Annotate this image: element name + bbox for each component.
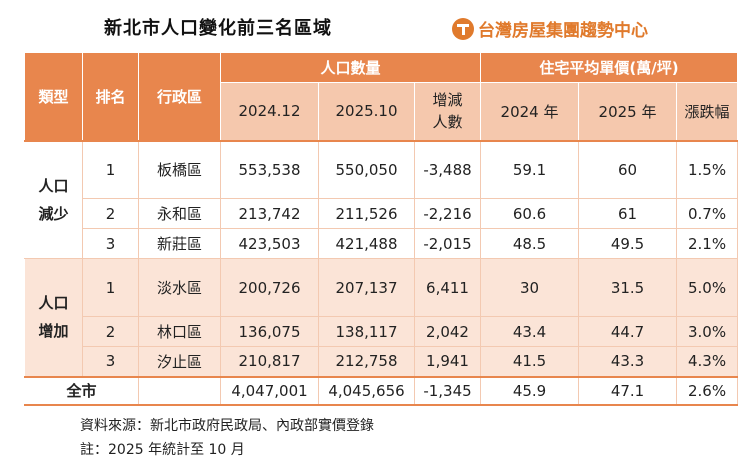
cell-change: 6,411 xyxy=(413,258,482,317)
header-change: 增減人數 xyxy=(413,82,482,141)
cell-price-2025: 47.1 xyxy=(578,375,678,406)
cell-price-2025: 49.5 xyxy=(578,228,678,259)
cell-price-2024: 60.6 xyxy=(480,198,580,229)
cell-price-2024: 48.5 xyxy=(480,228,580,259)
header-price: 住宅平均單價(萬/坪) xyxy=(480,52,739,83)
cell-pop-2025: 550,050 xyxy=(318,139,415,199)
notes: 資料來源：新北市政府民政局、內政部實價登錄 註：2025 年統計至 10 月 xyxy=(80,414,374,462)
cell-pop-2025: 207,137 xyxy=(318,258,415,317)
header-price-2024: 2024 年 xyxy=(480,82,580,141)
cell-pop-2025: 212,758 xyxy=(318,346,415,377)
cell-pop-2024: 4,047,001 xyxy=(220,375,319,406)
cell-price-2025: 31.5 xyxy=(578,258,678,317)
brand-name: 台灣房屋集團趨勢中心 xyxy=(478,21,648,41)
cell-rank: 1 xyxy=(82,258,139,317)
cell-change: -1,345 xyxy=(413,375,482,406)
cell-price-change: 4.3% xyxy=(676,346,739,377)
cell-change: -3,488 xyxy=(413,139,482,199)
cell-price-2025: 61 xyxy=(578,198,678,229)
cell-rank: 2 xyxy=(82,198,139,229)
cell-price-2024: 59.1 xyxy=(480,139,580,199)
cell-pop-2025: 421,488 xyxy=(318,228,415,259)
cell-pop-2024: 423,503 xyxy=(220,228,319,259)
cell-price-change: 2.6% xyxy=(676,375,739,406)
cell-price-2025: 44.7 xyxy=(578,316,678,347)
header-pop-2024: 2024.12 xyxy=(220,82,319,141)
cell-price-change: 5.0% xyxy=(676,258,739,317)
header-price-change: 漲跌幅 xyxy=(676,82,739,141)
cell-total-label: 全市 xyxy=(24,375,139,406)
header-population: 人口數量 xyxy=(219,52,482,83)
cell-district: 板橋區 xyxy=(138,139,221,199)
table-row: 3 新莊區 423,503 421,488 -2,015 48.5 49.5 2… xyxy=(25,228,739,259)
source-note: 資料來源：新北市政府民政局、內政部實價登錄 xyxy=(80,418,374,434)
header-pop-2025: 2025.10 xyxy=(318,82,415,141)
cell-rank: 3 xyxy=(82,228,139,259)
cell-price-2025: 43.3 xyxy=(578,346,678,377)
cell-pop-2024: 553,538 xyxy=(220,139,319,199)
footnote: 註：2025 年統計至 10 月 xyxy=(80,442,245,458)
table-row: 2 永和區 213,742 211,526 -2,216 60.6 61 0.7… xyxy=(25,198,739,229)
cell-price-2024: 43.4 xyxy=(480,316,580,347)
header-rank: 排名 xyxy=(82,52,139,141)
cell-pop-2024: 210,817 xyxy=(220,346,319,377)
cell-change: 1,941 xyxy=(413,346,482,377)
header-district: 行政區 xyxy=(138,52,221,141)
table-row-total: 全市 4,047,001 4,045,656 -1,345 45.9 47.1 … xyxy=(24,375,739,406)
table-row: 2 林口區 136,075 138,117 2,042 43.4 44.7 3.… xyxy=(25,316,739,347)
cell-pop-2024: 136,075 xyxy=(220,316,319,347)
cell-pop-2025: 211,526 xyxy=(318,198,415,229)
cell-price-2024: 30 xyxy=(480,258,580,317)
cell-price-change: 2.1% xyxy=(676,228,739,259)
population-table: 類型 排名 行政區 人口數量 住宅平均單價(萬/坪) 2024.12 2025.… xyxy=(24,52,739,406)
cell-pop-2024: 213,742 xyxy=(220,198,319,229)
cell-district: 永和區 xyxy=(138,198,221,229)
cell-pop-2025: 4,045,656 xyxy=(318,375,415,406)
cell-price-change: 1.5% xyxy=(676,139,739,199)
cell-empty xyxy=(138,375,221,406)
type-increase: 人口增加 xyxy=(24,258,83,377)
cell-price-2024: 45.9 xyxy=(480,375,580,406)
cell-change: 2,042 xyxy=(413,316,482,347)
table-row: 3 汐止區 210,817 212,758 1,941 41.5 43.3 4.… xyxy=(25,346,739,377)
cell-district: 汐止區 xyxy=(138,346,221,377)
cell-change: -2,216 xyxy=(413,198,482,229)
cell-district: 淡水區 xyxy=(138,258,221,317)
header-type: 類型 xyxy=(24,52,83,141)
cell-rank: 1 xyxy=(82,139,139,199)
table-row: 人口增加 1 淡水區 200,726 207,137 6,411 30 31.5… xyxy=(24,258,739,377)
cell-district: 新莊區 xyxy=(138,228,221,259)
cell-district: 林口區 xyxy=(138,316,221,347)
header-price-2025: 2025 年 xyxy=(578,82,678,141)
cell-change: -2,015 xyxy=(413,228,482,259)
cell-rank: 2 xyxy=(82,316,139,347)
cell-price-2025: 60 xyxy=(578,139,678,199)
cell-rank: 3 xyxy=(82,346,139,377)
cell-pop-2025: 138,117 xyxy=(318,316,415,347)
cell-price-change: 3.0% xyxy=(676,316,739,347)
brand: 台灣房屋集團趨勢中心 xyxy=(452,16,648,41)
table-row: 人口減少 1 板橋區 553,538 550,050 -3,488 59.1 6… xyxy=(24,139,739,259)
page-title: 新北市人口變化前三名區域 xyxy=(104,18,332,39)
cell-pop-2024: 200,726 xyxy=(220,258,319,317)
cell-price-2024: 41.5 xyxy=(480,346,580,377)
cell-price-change: 0.7% xyxy=(676,198,739,229)
type-decrease: 人口減少 xyxy=(24,139,83,259)
taiwan-house-logo-icon xyxy=(452,17,474,40)
